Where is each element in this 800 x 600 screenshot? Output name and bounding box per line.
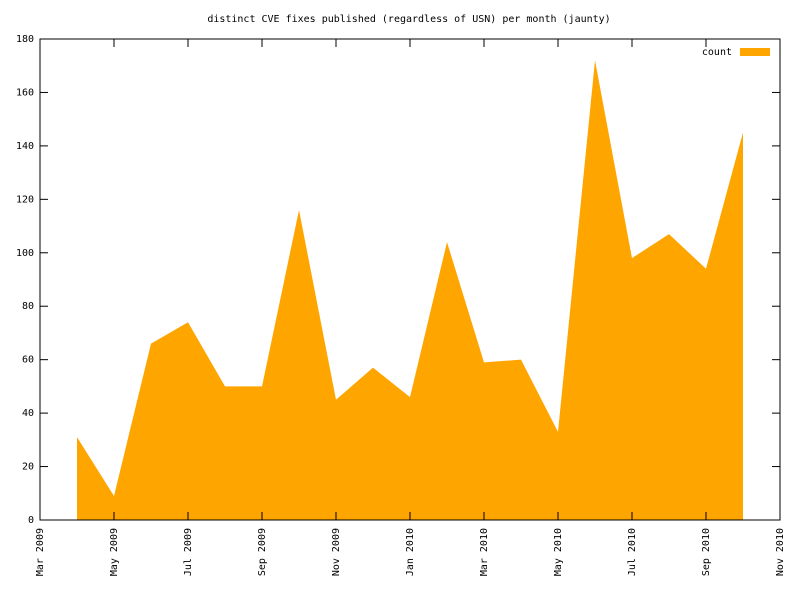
x-tick-label: Sep 2009 [257,528,268,576]
legend-label: count [702,47,732,58]
y-tick-label: 180 [16,34,34,45]
y-tick-label: 20 [22,462,34,473]
chart-title: distinct CVE fixes published (regardless… [207,14,610,25]
legend-swatch [740,48,770,56]
x-tick-label: May 2009 [109,528,120,576]
y-tick-label: 100 [16,248,34,259]
x-tick-label: Jan 2010 [405,528,416,576]
x-tick-label: Sep 2010 [701,528,712,576]
x-tick-label: May 2010 [553,528,564,576]
x-tick-label: Mar 2010 [479,528,490,576]
x-tick-label: Jul 2010 [627,528,638,576]
x-tick-label: Jul 2009 [183,528,194,576]
y-tick-label: 0 [28,515,34,526]
area [77,60,743,520]
x-tick-label: Nov 2009 [331,528,342,576]
y-tick-label: 40 [22,408,34,419]
y-tick-label: 80 [22,301,34,312]
x-tick-label: Nov 2010 [775,528,786,576]
y-tick-label: 160 [16,87,34,98]
x-tick-label: Mar 2009 [35,528,46,576]
y-tick-label: 120 [16,194,34,205]
y-tick-label: 60 [22,355,34,366]
y-tick-label: 140 [16,141,34,152]
